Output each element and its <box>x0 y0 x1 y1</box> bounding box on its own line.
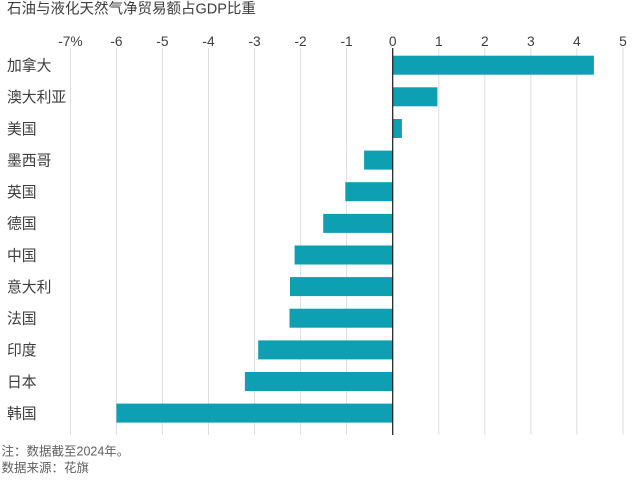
svg-text:4: 4 <box>573 34 581 49</box>
svg-text:法国: 法国 <box>7 311 37 328</box>
svg-text:英国: 英国 <box>7 183 37 201</box>
svg-text:3: 3 <box>527 34 535 49</box>
svg-text:-7%: -7% <box>58 34 83 49</box>
svg-text:澳大利亚: 澳大利亚 <box>7 89 66 106</box>
svg-text:-4: -4 <box>202 34 215 49</box>
svg-text:日本: 日本 <box>7 374 37 391</box>
svg-text:2: 2 <box>481 34 489 49</box>
svg-text:-2: -2 <box>294 34 306 49</box>
svg-text:石油与液化天然气净贸易额占GDP比重: 石油与液化天然气净贸易额占GDP比重 <box>7 1 256 18</box>
svg-text:韩国: 韩国 <box>7 405 37 422</box>
svg-text:0: 0 <box>389 34 397 49</box>
svg-text:意大利: 意大利 <box>7 278 51 296</box>
svg-text:注：数据截至2024年。: 注：数据截至2024年。 <box>2 444 130 459</box>
svg-text:中国: 中国 <box>7 247 37 264</box>
svg-text:-5: -5 <box>156 34 169 49</box>
svg-text:墨西哥: 墨西哥 <box>7 153 52 169</box>
svg-text:加拿大: 加拿大 <box>7 57 52 75</box>
svg-text:美国: 美国 <box>7 121 37 138</box>
svg-text:1: 1 <box>435 34 443 49</box>
svg-text:-6: -6 <box>110 34 123 49</box>
svg-text:数据来源：花旗: 数据来源：花旗 <box>2 460 90 475</box>
svg-text:5: 5 <box>619 34 627 49</box>
svg-text:德国: 德国 <box>7 215 37 233</box>
svg-text:-3: -3 <box>248 34 261 49</box>
svg-text:-1: -1 <box>340 34 352 49</box>
svg-text:印度: 印度 <box>7 342 37 359</box>
